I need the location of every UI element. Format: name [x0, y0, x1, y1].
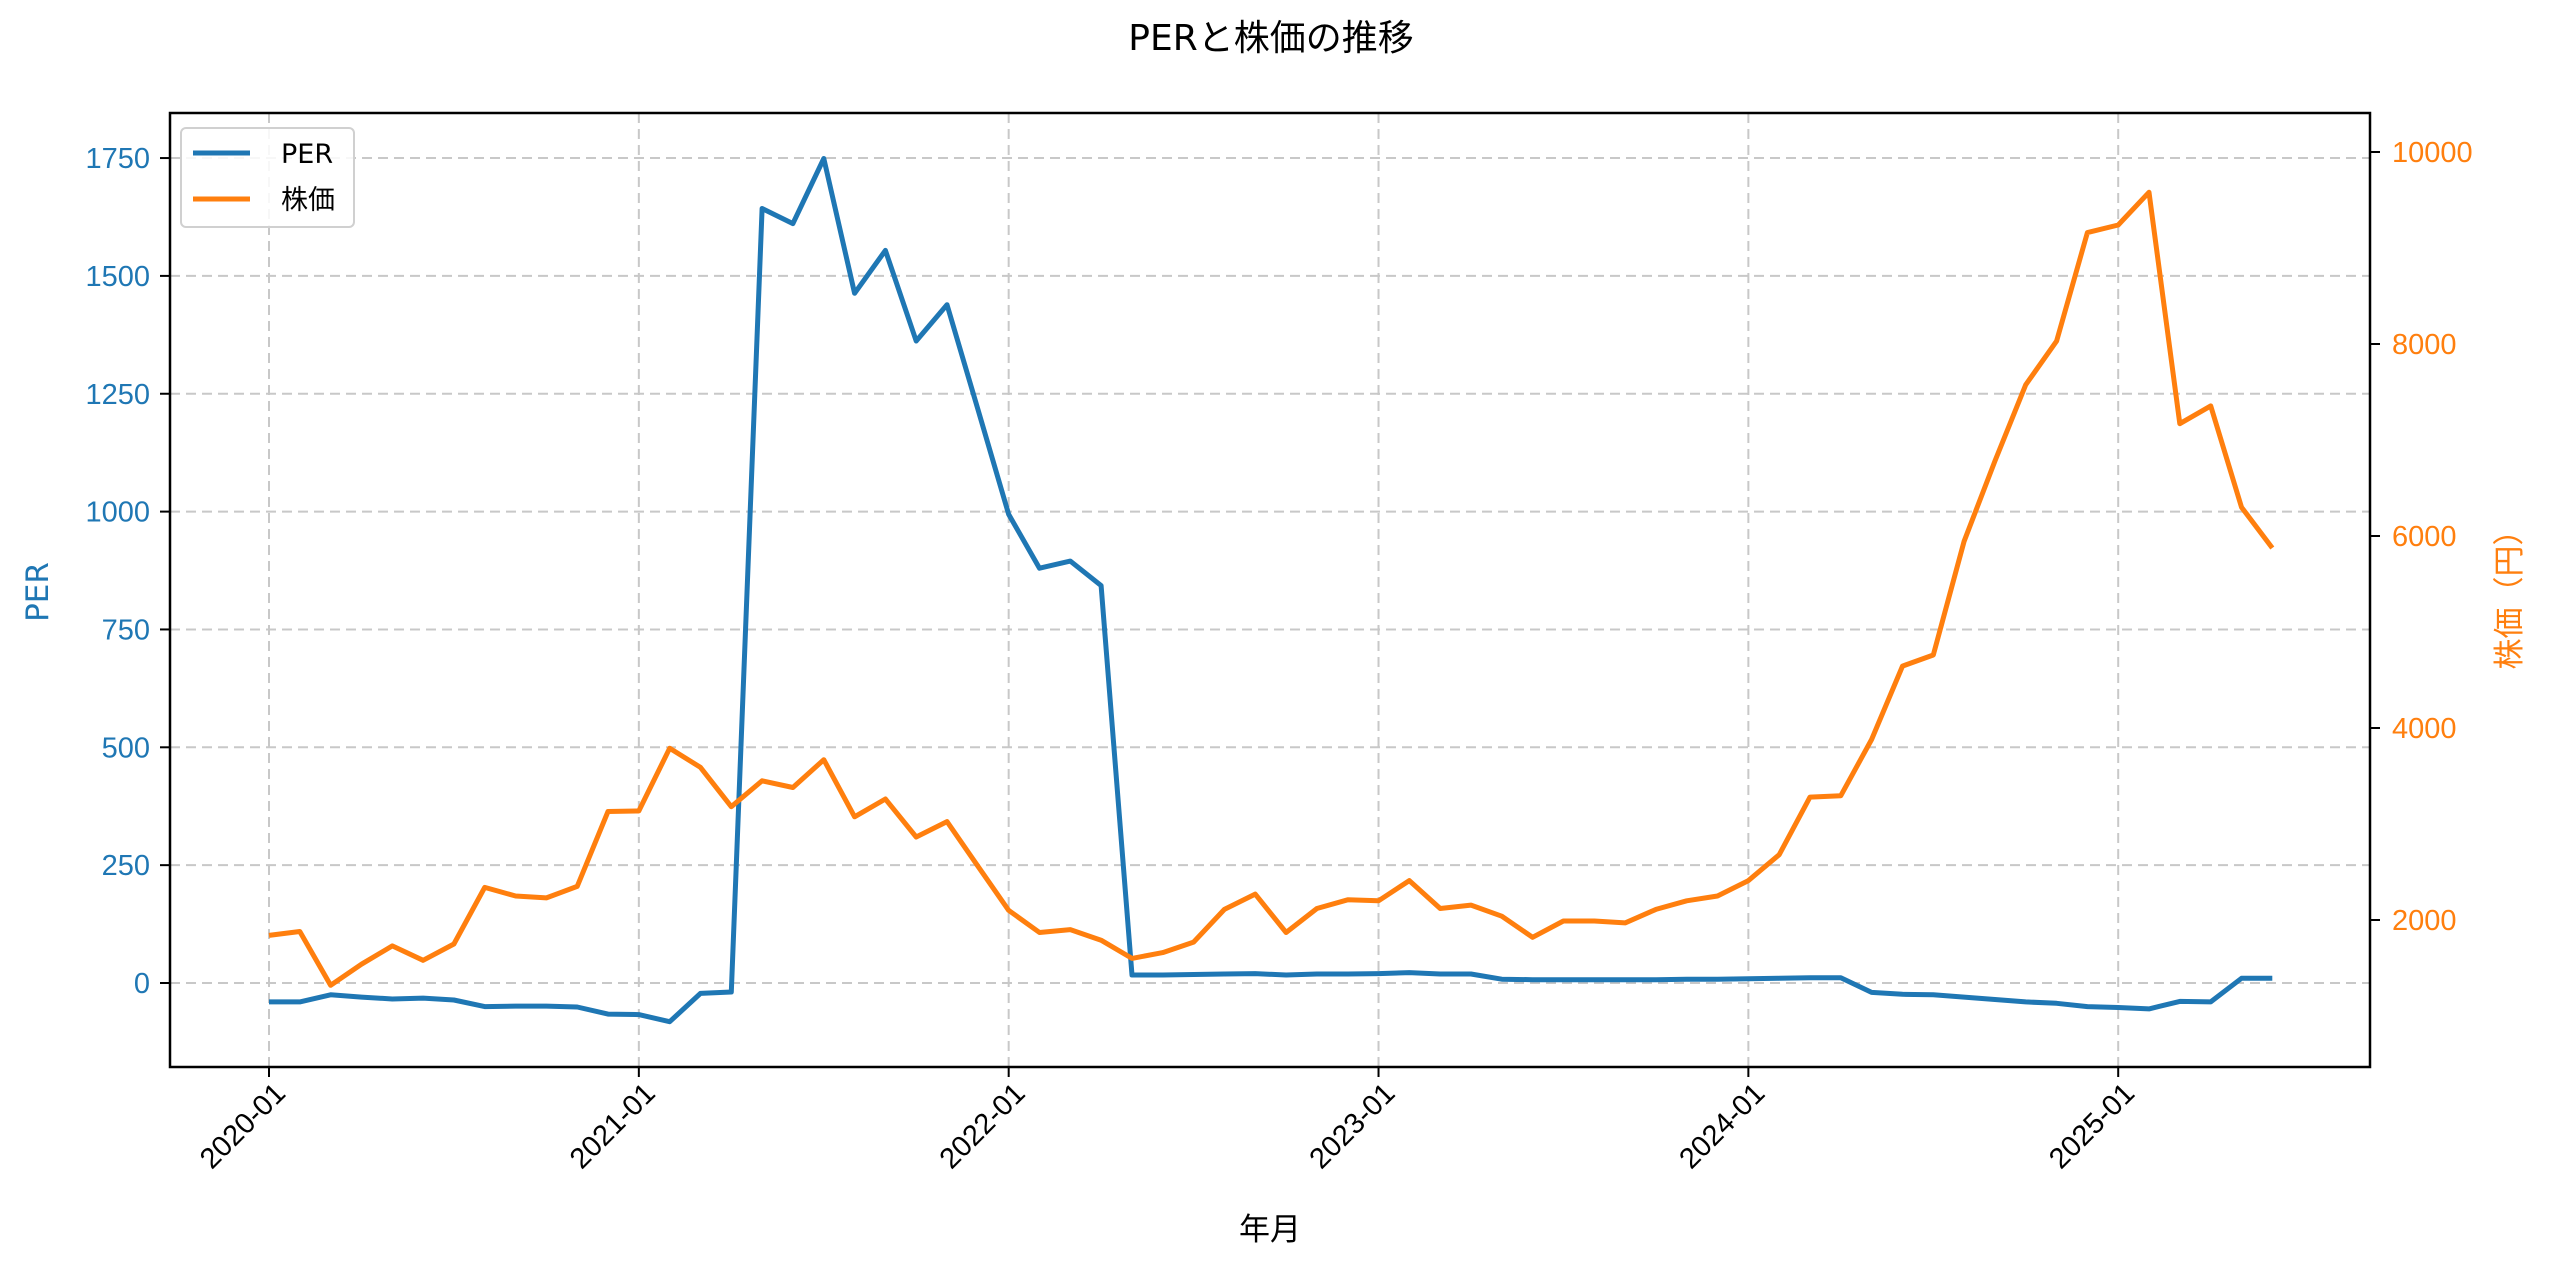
- y-axis-left: 0 250 500 750 1000 1250 1500 1750: [85, 143, 170, 1000]
- legend-label-price: 株価: [281, 185, 335, 216]
- y2-tick-label: 4000: [2392, 713, 2457, 745]
- y-axis-label-right: 株価（円）: [2492, 515, 2528, 670]
- x-tick-label: 2024-01: [1673, 1077, 1771, 1175]
- y-axis-label-left: PER: [20, 562, 56, 622]
- y2-tick-label: 8000: [2392, 329, 2457, 361]
- plot-frame: [168, 111, 2372, 1069]
- y-tick-label: 750: [102, 614, 150, 646]
- x-tick-label: 2021-01: [564, 1077, 662, 1175]
- y2-tick-label: 10000: [2392, 137, 2473, 169]
- x-tick-label: 2020-01: [194, 1077, 292, 1175]
- chart-title: PERと株価の推移: [1128, 18, 1413, 59]
- y2-tick-label: 2000: [2392, 905, 2457, 937]
- series-layer: [268, 156, 2275, 1025]
- y-axis-right: 2000 4000 6000 8000 10000: [2370, 137, 2473, 937]
- y2-tick-label: 6000: [2392, 521, 2457, 553]
- x-tick-label: 2023-01: [1304, 1077, 1402, 1175]
- y-tick-label: 500: [102, 732, 150, 764]
- y-tick-label: 0: [134, 968, 150, 1000]
- grid-lines: [170, 113, 2370, 1067]
- legend: PER 株価: [180, 127, 355, 228]
- x-axis: 2020-01 2021-01 2022-01 2023-01 2024-01 2025-…: [194, 1067, 2141, 1175]
- series-per-line: [269, 156, 2273, 1025]
- y-tick-label: 1250: [85, 379, 150, 411]
- x-tick-label: 2025-01: [2043, 1077, 2141, 1175]
- y-tick-label: 1500: [85, 261, 150, 293]
- y-tick-label: 1000: [85, 497, 150, 529]
- y-tick-label: 250: [102, 850, 150, 882]
- y-tick-label: 1750: [85, 143, 150, 175]
- x-tick-label: 2022-01: [934, 1077, 1032, 1175]
- series-price-line: [268, 189, 2275, 988]
- legend-label-per: PER: [281, 139, 333, 170]
- x-axis-label: 年月: [1239, 1212, 1301, 1248]
